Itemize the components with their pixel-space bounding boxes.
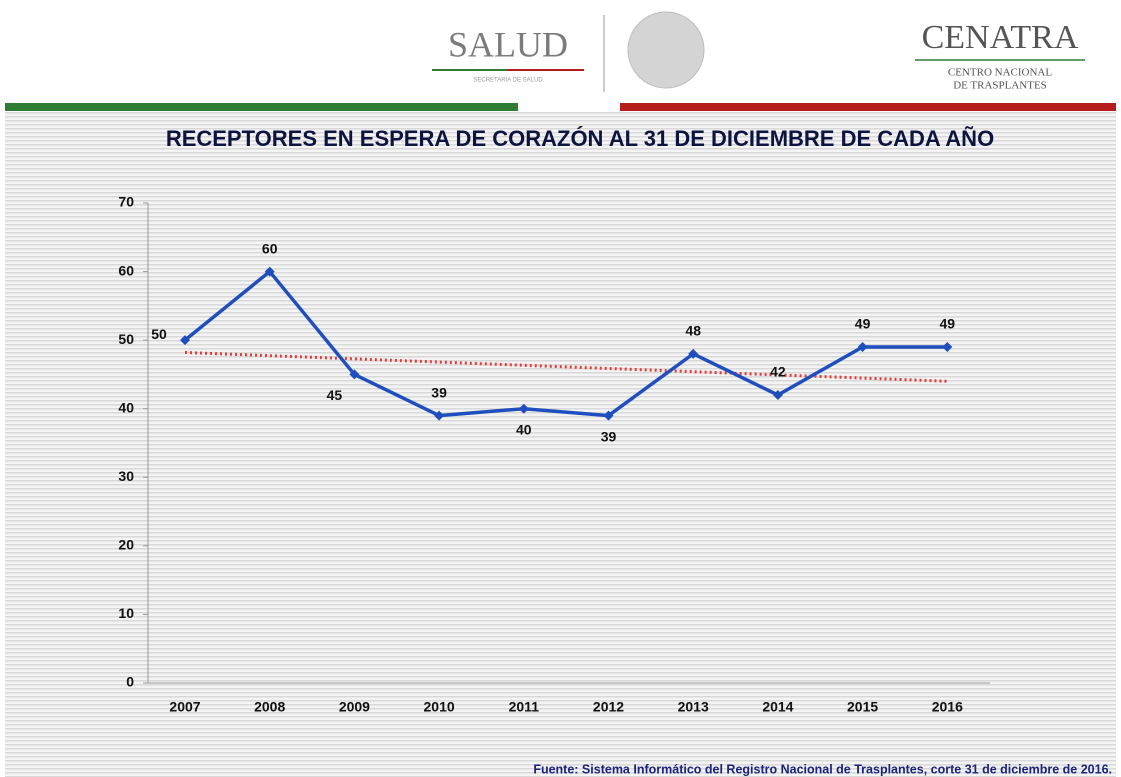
- x-tick-label: 2009: [339, 699, 370, 715]
- y-tick-label: 70: [118, 194, 134, 210]
- logo-cenatra-sub: DE TRASPLANTES: [953, 80, 1047, 92]
- data-point: [434, 410, 445, 421]
- source-note: Fuente: Sistema Informático del Registro…: [533, 762, 1112, 776]
- x-tick-label: 2014: [762, 699, 793, 715]
- data-point: [688, 348, 699, 359]
- x-tick-label: 2008: [254, 699, 285, 715]
- y-tick-label: 60: [118, 262, 134, 278]
- data-point: [942, 342, 953, 352]
- red-bar: [620, 103, 1116, 111]
- data-label: 49: [940, 316, 956, 332]
- green-bar: [5, 103, 518, 111]
- data-point: [264, 266, 275, 277]
- x-tick-label: 2007: [169, 699, 200, 715]
- x-tick-label: 2010: [424, 699, 455, 715]
- logo-salud-sub: SECRETARÍA DE SALUD: [473, 77, 543, 84]
- logo-cenatra: CENATRA: [922, 19, 1079, 56]
- data-label: 48: [685, 323, 701, 339]
- emblem: [627, 11, 705, 89]
- y-tick-label: 0: [126, 674, 134, 690]
- data-label: 42: [770, 364, 786, 380]
- data-label: 39: [601, 428, 617, 444]
- x-tick-label: 2016: [932, 699, 963, 715]
- data-point: [518, 403, 529, 414]
- data-line: [183, 269, 948, 418]
- data-point: [857, 342, 868, 352]
- y-tick-label: 10: [118, 605, 134, 621]
- data-point: [772, 390, 783, 400]
- trend-line: [184, 350, 948, 383]
- striped-background: [5, 112, 1116, 777]
- data-point: [603, 410, 614, 421]
- y-tick-label: 30: [118, 468, 134, 484]
- data-point: [349, 369, 360, 380]
- data-label: 49: [855, 316, 871, 332]
- y-tick-label: 20: [118, 537, 134, 553]
- x-tick-label: 2015: [847, 699, 878, 715]
- logo-cenatra-sub: CENTRO NACIONAL: [948, 67, 1052, 79]
- logo-salud: SALUD: [448, 24, 568, 64]
- x-tick-label: 2013: [678, 699, 709, 715]
- data-label: 40: [516, 421, 532, 437]
- y-tick-label: 50: [118, 331, 134, 347]
- chart-title: RECEPTORES EN ESPERA DE CORAZÓN AL 31 DE…: [166, 126, 994, 151]
- data-point: [180, 335, 190, 346]
- data-label: 45: [327, 387, 343, 403]
- x-tick-label: 2011: [509, 699, 540, 715]
- y-tick-label: 40: [118, 399, 134, 415]
- data-label: 39: [431, 384, 447, 400]
- x-tick-label: 2012: [593, 699, 624, 715]
- data-label: 60: [262, 240, 278, 256]
- data-label: 50: [151, 326, 167, 342]
